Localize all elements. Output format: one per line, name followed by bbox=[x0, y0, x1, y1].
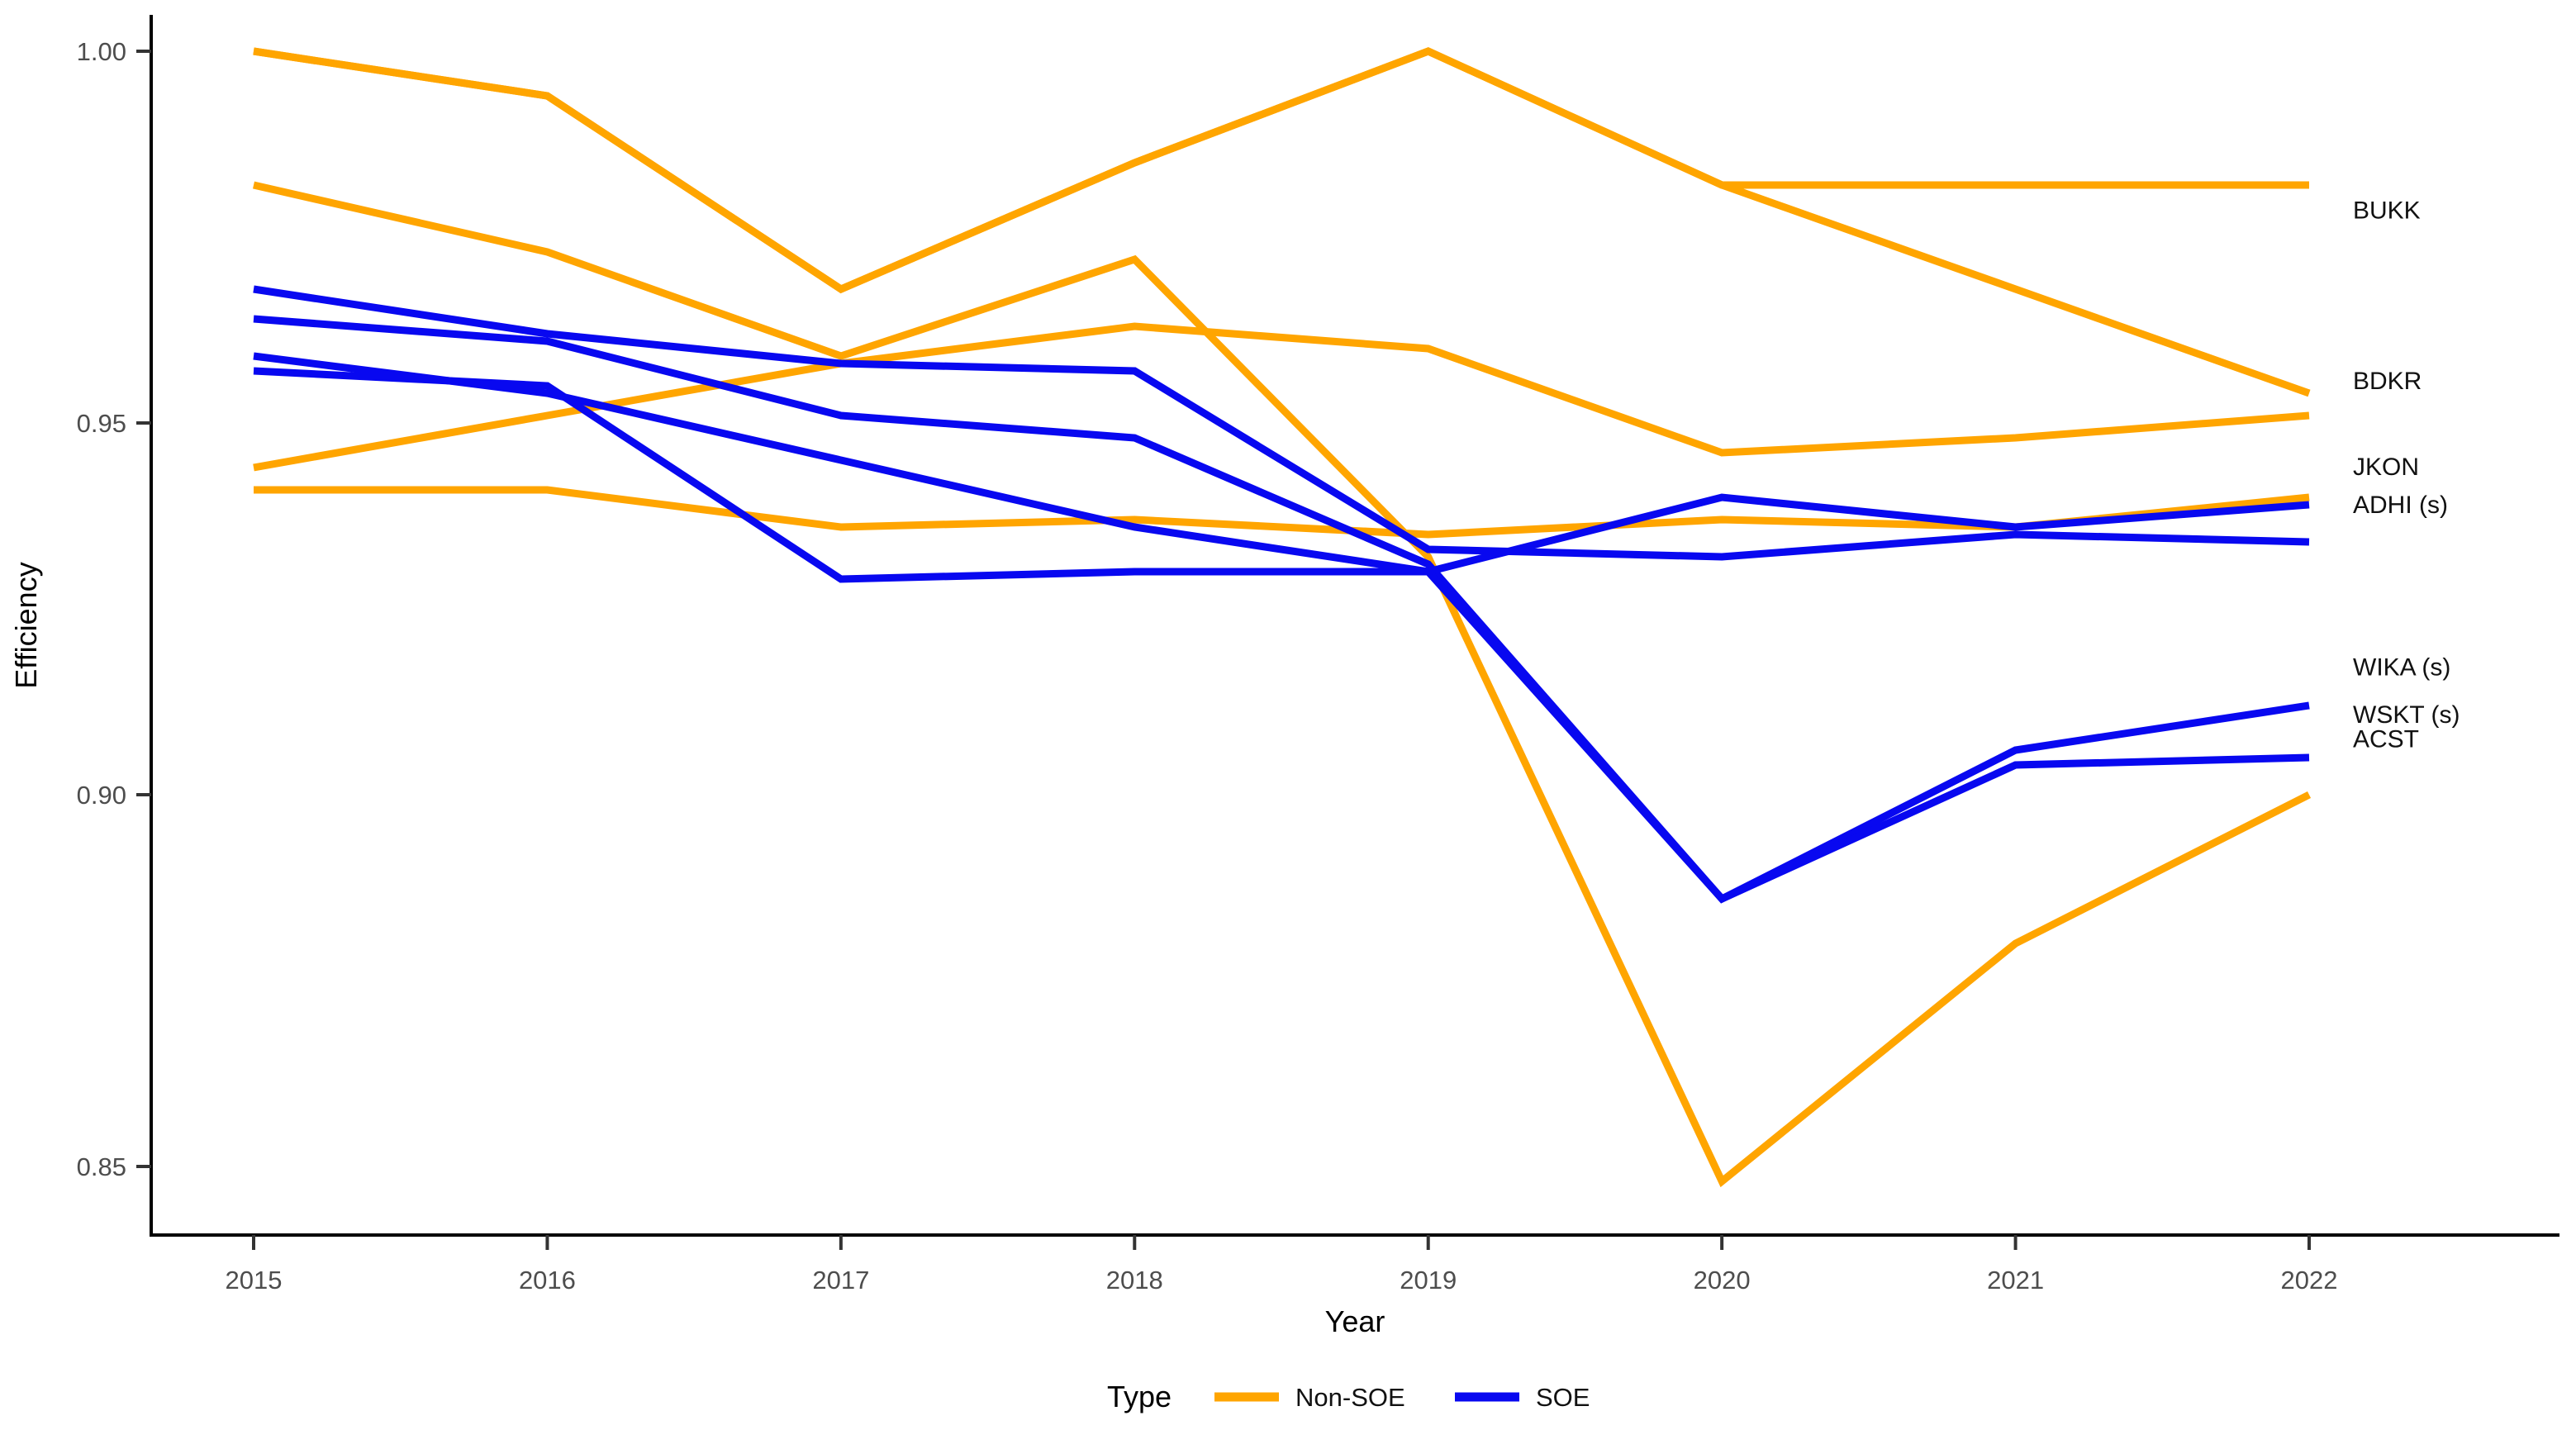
series-label-ADHI: ADHI (s) bbox=[2353, 492, 2448, 519]
legend-item-label: Non-SOE bbox=[1295, 1383, 1405, 1412]
y-tick-label: 0.90 bbox=[77, 781, 126, 810]
series-label-ACST: ACST bbox=[2353, 726, 2419, 753]
x-tick-label: 2020 bbox=[1694, 1266, 1751, 1295]
series-label-WSKT: WSKT (s) bbox=[2353, 701, 2460, 729]
legend: Type Non-SOE SOE bbox=[1107, 1380, 1590, 1413]
series-end-labels: BUKK BDKR JKON ACST ADHI (s) WIKA (s) WSKT (s) bbox=[2353, 197, 2460, 753]
series-label-BDKR: BDKR bbox=[2353, 368, 2422, 395]
y-axis-title: Efficiency bbox=[9, 562, 43, 688]
x-tick-label: 2019 bbox=[1400, 1266, 1457, 1295]
chart-line-ACST bbox=[253, 181, 2312, 1188]
x-tick-label: 2016 bbox=[519, 1266, 576, 1295]
x-tick-label: 2017 bbox=[812, 1266, 869, 1295]
tick-labels: 1.00 0.95 0.90 0.85 2015 2016 2017 2018 2019 2020… bbox=[77, 37, 2338, 1295]
axes bbox=[150, 15, 2559, 1237]
chart-line-ADHI bbox=[253, 285, 2310, 561]
chart-line-WIKA bbox=[253, 315, 2310, 904]
chart-line-soe-unlabeled bbox=[253, 367, 2310, 583]
y-tick-label: 0.95 bbox=[77, 409, 126, 438]
x-tick-label: 2018 bbox=[1106, 1266, 1163, 1295]
series-label-WIKA: WIKA (s) bbox=[2353, 653, 2450, 681]
legend-item-label: SOE bbox=[1536, 1383, 1590, 1412]
series-label-BUKK: BUKK bbox=[2353, 197, 2421, 225]
chart-line-WSKT bbox=[253, 352, 2310, 904]
x-axis-title: Year bbox=[1325, 1304, 1385, 1338]
series-label-JKON: JKON bbox=[2353, 454, 2419, 481]
x-tick-label: 2015 bbox=[226, 1266, 283, 1295]
x-tick-label: 2022 bbox=[2281, 1266, 2338, 1295]
series-lines bbox=[253, 47, 2312, 1188]
y-tick-label: 0.85 bbox=[77, 1152, 126, 1181]
x-tick-label: 2021 bbox=[1987, 1266, 2044, 1295]
legend-title: Type bbox=[1107, 1380, 1172, 1413]
y-tick-label: 1.00 bbox=[77, 37, 126, 66]
chart-line-non-soe-unlabeled bbox=[253, 47, 2311, 397]
